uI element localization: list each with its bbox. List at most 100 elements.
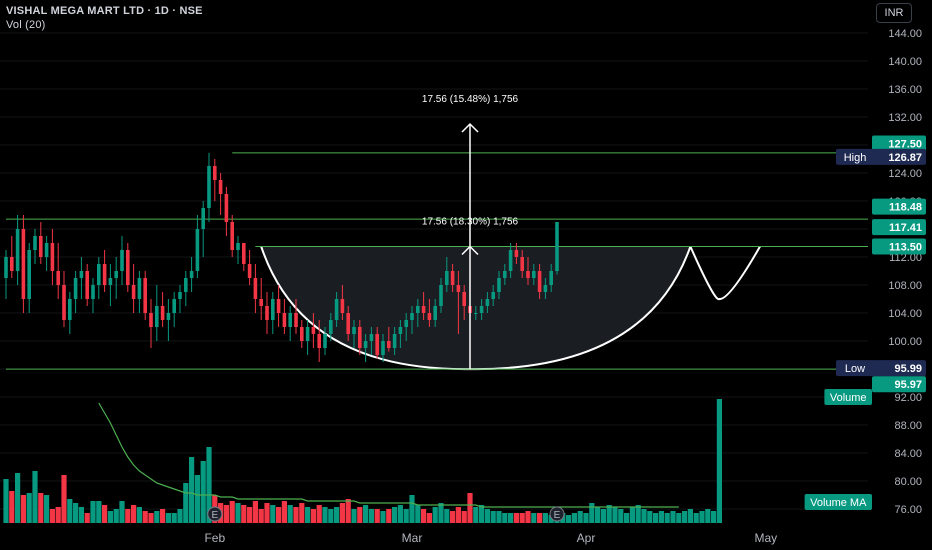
candle[interactable]: [126, 250, 130, 285]
candle[interactable]: [10, 257, 14, 271]
candle[interactable]: [259, 299, 263, 306]
candle[interactable]: [305, 327, 310, 341]
candle[interactable]: [224, 194, 229, 222]
candle[interactable]: [56, 271, 60, 285]
earnings-marker[interactable]: [207, 506, 223, 522]
candle[interactable]: [155, 306, 159, 327]
candle[interactable]: [416, 306, 420, 313]
candle[interactable]: [352, 327, 356, 334]
candle[interactable]: [450, 271, 455, 285]
candle[interactable]: [282, 313, 287, 327]
candle[interactable]: [474, 313, 478, 314]
candle[interactable]: [392, 334, 397, 348]
candle[interactable]: [491, 292, 495, 299]
candle[interactable]: [15, 229, 20, 271]
candle[interactable]: [537, 271, 542, 292]
candle[interactable]: [526, 271, 530, 278]
candle[interactable]: [479, 306, 484, 313]
candle[interactable]: [445, 271, 449, 285]
candle[interactable]: [294, 313, 298, 327]
candle[interactable]: [253, 278, 258, 299]
candle[interactable]: [323, 334, 327, 348]
handle-curve[interactable]: [689, 246, 761, 301]
candle[interactable]: [311, 327, 316, 334]
candle[interactable]: [218, 180, 223, 194]
candle[interactable]: [381, 341, 385, 355]
candle[interactable]: [456, 285, 461, 292]
candle[interactable]: [387, 341, 391, 348]
candle[interactable]: [108, 278, 113, 285]
candle[interactable]: [137, 278, 142, 299]
candle[interactable]: [91, 285, 95, 299]
candle[interactable]: [514, 250, 519, 257]
candle[interactable]: [485, 299, 490, 306]
candle[interactable]: [317, 334, 321, 348]
candle[interactable]: [21, 229, 26, 299]
candle[interactable]: [166, 313, 171, 320]
currency-button[interactable]: INR: [876, 3, 912, 23]
candle[interactable]: [27, 250, 31, 299]
candle[interactable]: [247, 264, 252, 278]
candle[interactable]: [375, 334, 379, 355]
candle[interactable]: [358, 327, 362, 348]
candle[interactable]: [265, 306, 269, 320]
candle[interactable]: [230, 222, 234, 250]
candle[interactable]: [149, 313, 153, 327]
candle[interactable]: [300, 327, 304, 341]
candle[interactable]: [68, 299, 72, 320]
candle[interactable]: [508, 250, 513, 271]
candle[interactable]: [439, 285, 443, 306]
candle[interactable]: [288, 313, 292, 327]
volume-indicator-label[interactable]: Vol (20): [6, 19, 46, 31]
candle[interactable]: [160, 306, 165, 320]
candle[interactable]: [79, 271, 84, 278]
candle[interactable]: [184, 278, 188, 292]
candle[interactable]: [102, 264, 107, 285]
candle[interactable]: [236, 243, 240, 250]
candle[interactable]: [207, 166, 211, 208]
candle[interactable]: [532, 271, 536, 278]
candle[interactable]: [503, 271, 507, 278]
candle[interactable]: [346, 313, 350, 334]
candle[interactable]: [39, 236, 43, 257]
candle[interactable]: [201, 208, 205, 229]
candle[interactable]: [520, 257, 524, 271]
candle[interactable]: [329, 320, 333, 334]
candle[interactable]: [62, 285, 66, 320]
candle[interactable]: [33, 236, 37, 250]
candle[interactable]: [195, 229, 200, 271]
candle[interactable]: [340, 299, 345, 313]
candle[interactable]: [555, 222, 559, 271]
candle[interactable]: [131, 285, 136, 299]
candle[interactable]: [404, 320, 408, 327]
candle[interactable]: [143, 278, 147, 313]
earnings-marker[interactable]: [549, 506, 565, 522]
candle[interactable]: [363, 341, 368, 348]
candle[interactable]: [73, 278, 78, 299]
candle[interactable]: [410, 313, 414, 320]
candle[interactable]: [120, 250, 124, 271]
candle[interactable]: [334, 299, 339, 320]
candle[interactable]: [497, 278, 501, 292]
candle[interactable]: [242, 243, 246, 264]
candle[interactable]: [44, 243, 49, 257]
candle[interactable]: [433, 306, 437, 320]
candle[interactable]: [213, 166, 217, 180]
candle[interactable]: [172, 299, 176, 313]
symbol-title[interactable]: VISHAL MEGA MART LTD · 1D · NSE: [6, 5, 203, 17]
candle[interactable]: [178, 292, 182, 299]
candle[interactable]: [462, 292, 466, 306]
candle[interactable]: [427, 313, 432, 320]
candle[interactable]: [85, 271, 89, 299]
candle[interactable]: [369, 334, 374, 341]
candle[interactable]: [4, 257, 8, 278]
candle[interactable]: [189, 271, 194, 278]
candle[interactable]: [271, 299, 275, 320]
candle[interactable]: [549, 271, 553, 285]
candle[interactable]: [543, 285, 548, 292]
candle[interactable]: [50, 243, 55, 271]
candle[interactable]: [398, 327, 403, 334]
candle[interactable]: [421, 306, 426, 313]
candle[interactable]: [276, 299, 281, 313]
